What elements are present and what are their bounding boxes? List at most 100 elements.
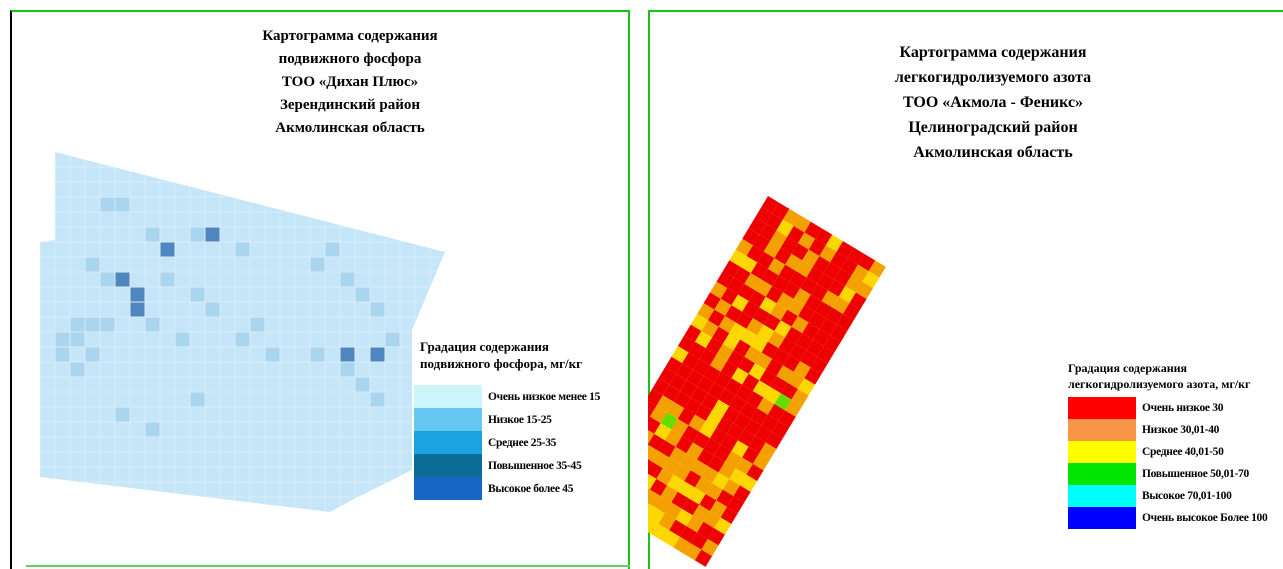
phosphorus-cell: [145, 392, 160, 407]
phosphorus-cell: [115, 407, 130, 422]
phosphorus-cell: [190, 317, 205, 332]
phosphorus-cell: [265, 197, 280, 212]
phosphorus-cell: [115, 152, 130, 167]
phosphorus-cell: [340, 407, 355, 422]
phosphorus-cell: [325, 332, 340, 347]
phosphorus-cell: [70, 377, 85, 392]
phosphorus-cell: [235, 242, 250, 257]
right-legend-title-line-2: легкогидролизуемого азота, мг/кг: [1068, 376, 1251, 392]
phosphorus-cell: [40, 362, 55, 377]
phosphorus-cell: [325, 482, 340, 497]
phosphorus-cell: [190, 377, 205, 392]
right-legend: Очень низкое 30 Низкое 30,01-40 Среднее …: [1068, 397, 1267, 529]
phosphorus-cell: [310, 452, 325, 467]
phosphorus-cell: [295, 392, 310, 407]
phosphorus-cell: [205, 347, 220, 362]
phosphorus-cell: [280, 362, 295, 377]
phosphorus-cell: [250, 497, 265, 512]
phosphorus-cell: [310, 287, 325, 302]
phosphorus-cell: [175, 227, 190, 242]
phosphorus-cell: [115, 452, 130, 467]
legend-swatch: [414, 385, 482, 408]
phosphorus-cell: [340, 392, 355, 407]
phosphorus-cell: [265, 287, 280, 302]
phosphorus-cell: [340, 152, 355, 167]
phosphorus-cell: [310, 377, 325, 392]
phosphorus-cell: [205, 287, 220, 302]
phosphorus-cell: [115, 317, 130, 332]
phosphorus-cell: [295, 482, 310, 497]
phosphorus-cell: [355, 167, 370, 182]
phosphorus-cell: [175, 287, 190, 302]
phosphorus-cell: [130, 392, 145, 407]
phosphorus-cell: [145, 362, 160, 377]
phosphorus-cell: [100, 497, 115, 512]
phosphorus-cell: [190, 392, 205, 407]
phosphorus-cell: [160, 407, 175, 422]
phosphorus-cell: [160, 212, 175, 227]
phosphorus-cell: [85, 302, 100, 317]
phosphorus-cells: [40, 152, 445, 512]
phosphorus-cell: [55, 212, 70, 227]
legend-label: Очень низкое 30: [1142, 402, 1223, 414]
phosphorus-cell: [85, 452, 100, 467]
phosphorus-cell: [235, 452, 250, 467]
phosphorus-cell: [250, 182, 265, 197]
phosphorus-cell: [310, 317, 325, 332]
phosphorus-cell: [430, 317, 445, 332]
phosphorus-cell: [130, 317, 145, 332]
left-legend-title-line-2: подвижного фосфора, мг/кг: [420, 355, 582, 372]
phosphorus-cell: [325, 392, 340, 407]
phosphorus-cell: [385, 197, 400, 212]
phosphorus-cell: [325, 452, 340, 467]
phosphorus-cell: [325, 317, 340, 332]
phosphorus-cell: [430, 197, 445, 212]
phosphorus-cell: [55, 482, 70, 497]
phosphorus-cell: [235, 482, 250, 497]
phosphorus-cell: [55, 392, 70, 407]
phosphorus-cell: [160, 467, 175, 482]
phosphorus-cell: [85, 332, 100, 347]
phosphorus-cell: [190, 242, 205, 257]
phosphorus-cell: [295, 407, 310, 422]
phosphorus-cell: [205, 377, 220, 392]
phosphorus-cell: [175, 422, 190, 437]
phosphorus-cell: [220, 242, 235, 257]
legend-label: Высокое 70,01-100: [1142, 490, 1232, 502]
phosphorus-cell: [85, 287, 100, 302]
legend-swatch: [1068, 463, 1136, 485]
phosphorus-cell: [100, 392, 115, 407]
phosphorus-cell: [400, 377, 415, 392]
phosphorus-cell: [280, 182, 295, 197]
phosphorus-cell: [130, 197, 145, 212]
phosphorus-cell: [340, 212, 355, 227]
phosphorus-cell: [355, 347, 370, 362]
phosphorus-cell: [205, 152, 220, 167]
phosphorus-cell: [85, 407, 100, 422]
phosphorus-cell: [355, 257, 370, 272]
phosphorus-cell: [295, 362, 310, 377]
phosphorus-cell: [310, 242, 325, 257]
phosphorus-cell: [430, 242, 445, 257]
phosphorus-cell: [55, 152, 70, 167]
phosphorus-cell: [430, 287, 445, 302]
phosphorus-cell: [295, 452, 310, 467]
phosphorus-cell: [415, 182, 430, 197]
phosphorus-cell: [160, 272, 175, 287]
phosphorus-cell: [175, 467, 190, 482]
phosphorus-cell: [220, 392, 235, 407]
phosphorus-cell: [40, 377, 55, 392]
phosphorus-cell: [160, 302, 175, 317]
phosphorus-cell: [115, 257, 130, 272]
phosphorus-cell: [370, 242, 385, 257]
phosphorus-cell: [40, 392, 55, 407]
phosphorus-cell: [340, 302, 355, 317]
phosphorus-cell: [70, 152, 85, 167]
phosphorus-cell: [40, 422, 55, 437]
phosphorus-cell: [400, 497, 415, 512]
phosphorus-cell: [145, 482, 160, 497]
phosphorus-cell: [55, 182, 70, 197]
phosphorus-cell: [400, 407, 415, 422]
phosphorus-cell: [250, 332, 265, 347]
phosphorus-cell: [250, 317, 265, 332]
